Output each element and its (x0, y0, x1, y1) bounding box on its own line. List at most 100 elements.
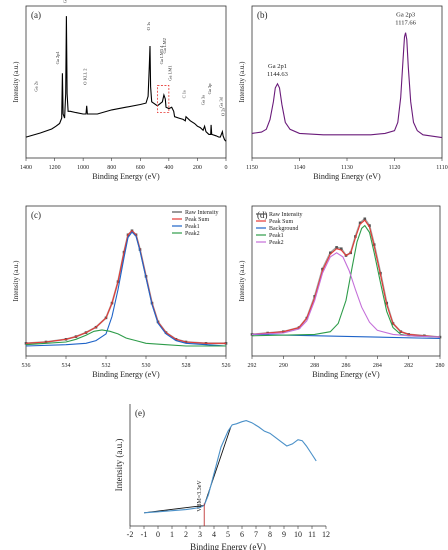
x-tick-label: 0 (156, 530, 160, 539)
x-tick-label: 10 (294, 530, 302, 539)
x-axis-label: Binding Energy (eV) (92, 370, 160, 379)
x-tick-label: 288 (310, 363, 319, 369)
legend-entry: Peak2 (185, 231, 200, 237)
vbm-annotation: VBM=3.3eV (197, 480, 203, 512)
raw-point (329, 251, 332, 255)
x-axis-label: Binding Energy (eV) (312, 370, 380, 379)
peak-annotation: Ga 2s (33, 81, 38, 92)
series-line-spectrum (251, 32, 443, 139)
x-tick-label: 532 (102, 363, 111, 369)
x-tick-label: 1 (170, 530, 174, 539)
peak-annotation: Ga 3p (207, 83, 212, 95)
x-tick-label: 400 (164, 165, 173, 171)
highlight-box (157, 85, 170, 114)
raw-point (363, 217, 367, 221)
y-axis-label: Intensity (a.u.) (114, 439, 124, 492)
peak-annotation: O 1s (146, 22, 151, 31)
x-tick-label: 1140 (294, 165, 306, 171)
x-tick-label: 5 (226, 530, 230, 539)
legend-entry: Raw Intensity (185, 210, 219, 216)
peak-value: 1144.63 (267, 71, 288, 78)
x-tick-label: 1000 (77, 165, 89, 171)
panel-label: (d) (257, 210, 268, 220)
x-tick-label: 284 (373, 363, 382, 369)
peak-annotation: O 2s (221, 107, 226, 116)
y-axis-label: Intensity (a.u.) (12, 260, 20, 302)
x-axis-label: Binding Energy (eV) (92, 172, 160, 181)
x-tick-label: 200 (193, 165, 202, 171)
x-axis-label: Binding Energy (eV) (313, 172, 381, 181)
series-line-peak2 (25, 329, 226, 347)
x-tick-label: 11 (308, 530, 316, 539)
legend-entry: Peak Sum (185, 217, 210, 223)
x-tick-label: 530 (142, 363, 151, 369)
x-tick-label: 9 (282, 530, 286, 539)
x-tick-label: 12 (322, 530, 330, 539)
y-axis-label: Intensity (a.u.) (238, 61, 246, 103)
peak-annotation: Ga 2p1 (55, 51, 60, 64)
x-tick-label: 1200 (49, 165, 61, 171)
peak-label: Ga 2p1 (268, 63, 287, 70)
x-tick-label: 282 (404, 363, 413, 369)
x-tick-label: 1400 (20, 165, 32, 171)
panel-label: (b) (257, 10, 268, 20)
series-line-peak-sum (25, 230, 226, 344)
panel-3: (c) 536 534 532 530 528 526 Binding Energy (eV)… (12, 205, 231, 379)
series-line-peak2 (251, 252, 441, 338)
raw-point (340, 247, 343, 251)
legend-entry: Raw Intensity (269, 212, 303, 218)
peak-annotation: O KLL 2 (83, 68, 88, 84)
x-tick-label: 290 (279, 363, 288, 369)
panel-4: (d) 292 290 288 286 284 282 280 Binding Energy (… (238, 205, 445, 379)
panel-label: (a) (31, 10, 41, 20)
series-line-spectrum (25, 16, 227, 142)
series-line-spectrum (143, 420, 317, 514)
x-tick-label: 800 (107, 165, 116, 171)
peak-annotation: Ga LM2 (162, 38, 167, 53)
legend-entry: Peak1 (185, 224, 200, 230)
x-tick-label: 528 (182, 363, 191, 369)
x-tick-label: 6 (240, 530, 244, 539)
plot-frame (25, 205, 227, 357)
raw-point (321, 267, 324, 271)
peak-annotation: Ga 3d (218, 96, 223, 108)
peak-annotation: Ga 2p3 (62, 0, 67, 3)
peak-annotation: Ga 3s (201, 95, 206, 106)
raw-point (438, 335, 442, 339)
panel-label: (c) (31, 210, 41, 220)
x-tick-label: 2 (184, 530, 188, 539)
x-tick-label: 286 (342, 363, 351, 369)
x-tick-label: 0 (225, 165, 228, 171)
x-tick-label: 1130 (341, 165, 353, 171)
raw-point (358, 221, 362, 225)
panel-1: (a) 1400 1200 1000 800 600 400 200 0 Binding Ener… (12, 0, 228, 181)
raw-point (24, 342, 28, 345)
legend-entry: Peak Sum (269, 219, 294, 225)
x-tick-label: 600 (136, 165, 145, 171)
raw-point (368, 224, 371, 227)
peak-annotation: C 1s (181, 90, 186, 98)
x-tick-label: 526 (222, 363, 231, 369)
plot-frame (25, 5, 227, 159)
legend-entry: Peak1 (269, 233, 284, 239)
legend-entry: Peak2 (269, 240, 284, 246)
x-tick-label: 1110 (436, 165, 448, 171)
series-line-peak-sum (251, 219, 441, 338)
peak-label: Ga 2p3 (396, 12, 415, 19)
peak-annotation: Ga LM3 4 (159, 45, 164, 64)
x-tick-label: -1 (141, 530, 148, 539)
x-tick-label: -2 (127, 530, 134, 539)
x-tick-label: 3 (198, 530, 202, 539)
y-axis-label: Intensity (a.u.) (12, 61, 20, 103)
series-line-peak1 (251, 224, 441, 338)
series-line-peak1 (25, 231, 227, 347)
x-tick-label: 536 (22, 363, 31, 369)
x-tick-label: 280 (436, 363, 445, 369)
x-tick-label: 8 (268, 530, 272, 539)
x-tick-label: 1120 (389, 165, 401, 171)
x-tick-label: 4 (212, 530, 216, 539)
legend-entry: Background (269, 226, 298, 232)
x-tick-label: 1150 (246, 165, 258, 171)
